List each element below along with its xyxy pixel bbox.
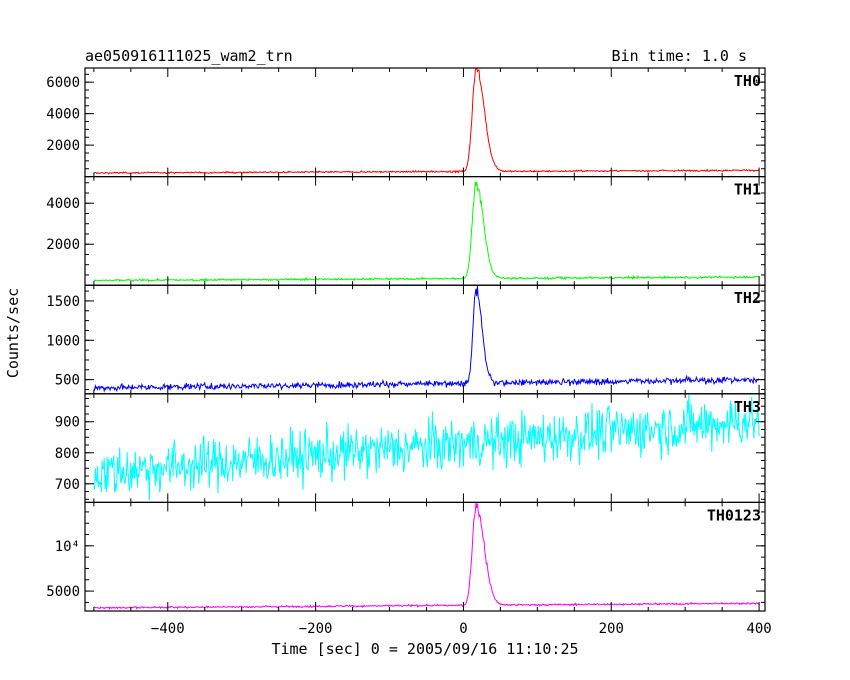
panel-th2: 500 1000 1500 TH2	[46, 284, 766, 395]
x-tick-label: 400	[746, 621, 771, 637]
y-tick-label: 4000	[46, 196, 80, 212]
panel-frame	[84, 284, 766, 395]
panel-frame	[84, 501, 766, 612]
panel-label-th1: TH1	[734, 181, 761, 199]
panel-label-th3: TH3	[734, 398, 761, 416]
series-line-th3	[93, 393, 760, 501]
y-tick-label: 10⁴	[55, 539, 80, 555]
y-tick-label: 1500	[46, 294, 80, 310]
y-axis-label: Counts/sec	[4, 288, 22, 378]
series-line-th0123	[93, 502, 760, 611]
panel-th1: 2000 4000 TH1	[46, 176, 766, 286]
x-tick-label: −400	[151, 621, 185, 637]
y-tick-label: 500	[55, 373, 80, 389]
chart-subtitle: Bin time: 1.0 s	[612, 47, 747, 65]
panel-frame	[84, 393, 766, 503]
y-tick-label: 700	[55, 477, 80, 493]
x-tick-label: −200	[299, 621, 333, 637]
series-line-th0	[93, 68, 760, 175]
y-tick-label: 1000	[46, 333, 80, 349]
x-axis: −400 −200 0 200 400	[151, 621, 772, 637]
x-tick-label: 200	[599, 621, 624, 637]
y-tick-label: 2000	[46, 237, 80, 253]
panel-th3: 700 800 900 TH3	[55, 393, 766, 503]
y-tick-label: 4000	[46, 107, 80, 123]
y-tick-label: 5000	[46, 584, 80, 600]
panels-group: 2000 4000 6000 TH0 2000 4000 TH1 500 1000 1500 TH2…	[46, 67, 766, 612]
y-tick-label: 900	[55, 415, 80, 431]
series-line-th1	[93, 181, 760, 283]
chart-title: ae050916111025_wam2_trn	[85, 47, 293, 65]
panel-frame	[84, 176, 766, 286]
y-tick-label: 6000	[46, 75, 80, 91]
y-tick-label: 800	[55, 446, 80, 462]
panel-label-th0: TH0	[734, 72, 761, 90]
x-tick-label: 0	[459, 621, 467, 637]
series-line-th2	[93, 285, 760, 393]
panel-label-th2: TH2	[734, 289, 761, 307]
panel-frame	[84, 67, 766, 178]
y-tick-label: 2000	[46, 138, 80, 154]
x-axis-label: Time [sec] 0 = 2005/09/16 11:10:25	[271, 640, 578, 658]
panel-th0123: 5000 10⁴ TH0123	[46, 501, 766, 612]
panel-th0: 2000 4000 6000 TH0	[46, 67, 766, 178]
panel-label-th0123: TH0123	[707, 506, 761, 524]
